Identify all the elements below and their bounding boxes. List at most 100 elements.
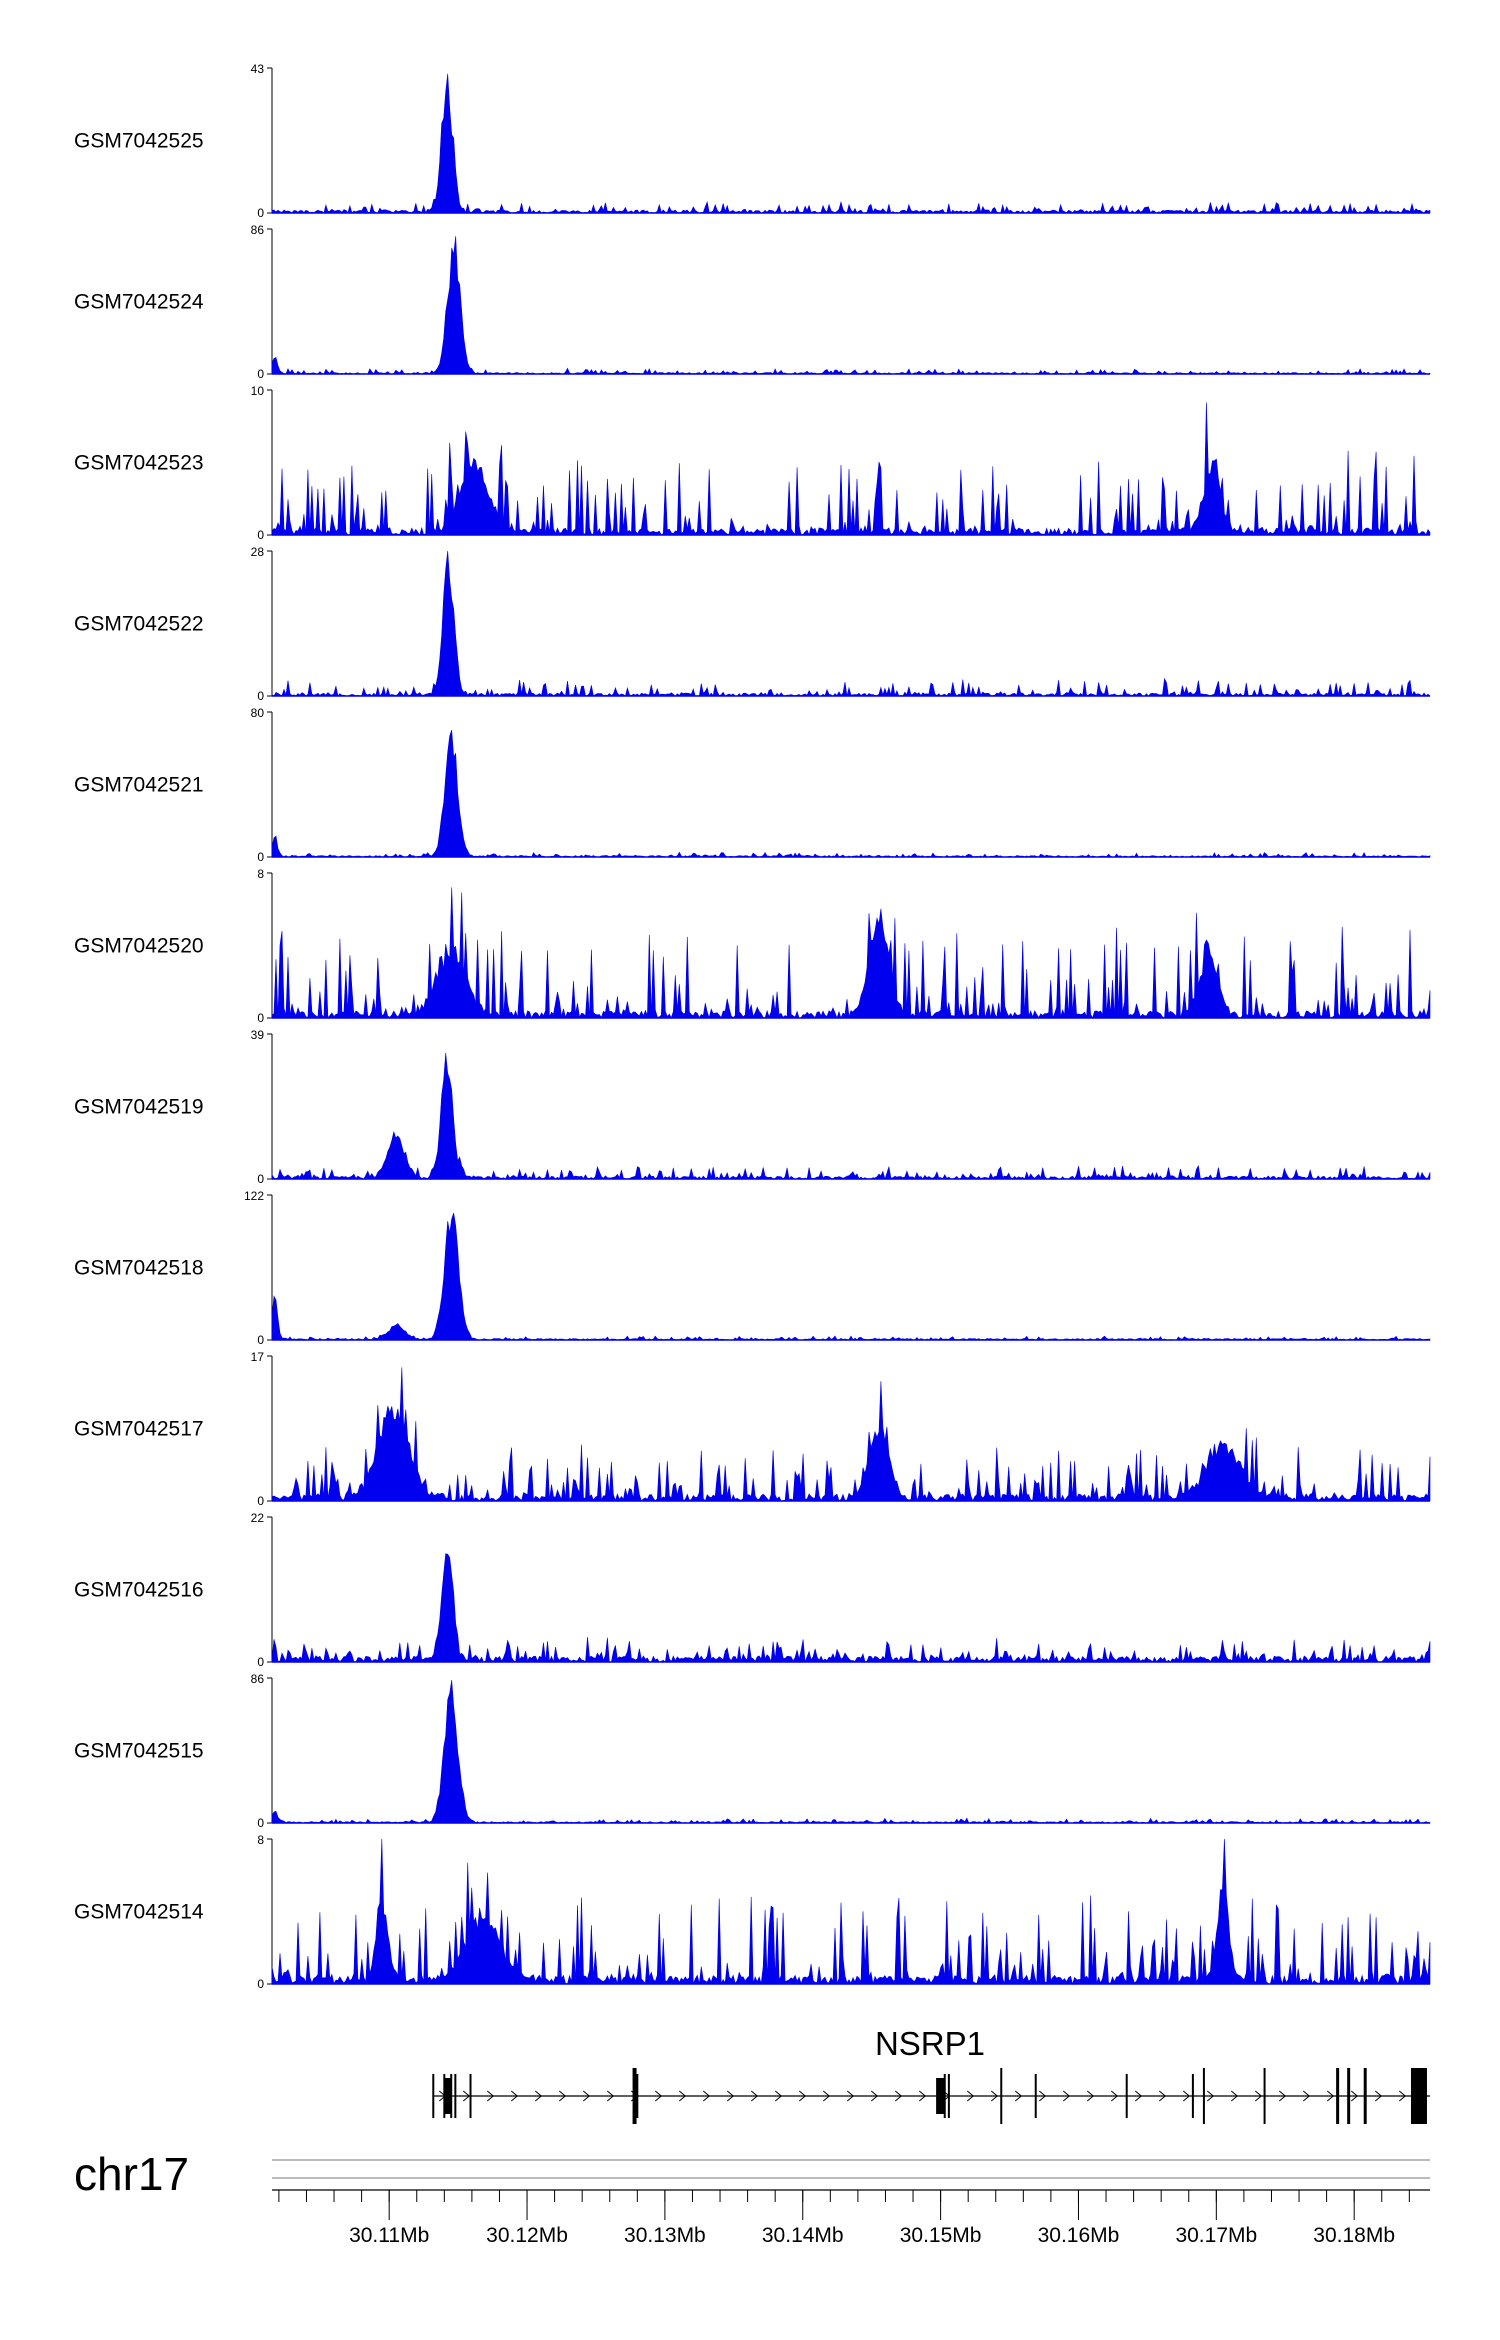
gene-track: NSRP1: [432, 2025, 1430, 2124]
track-GSM7042524: GSM7042524 86 0: [74, 223, 1431, 381]
exon: [432, 2074, 435, 2118]
coverage-area: [271, 1680, 1431, 1824]
exon: [1034, 2074, 1037, 2118]
coverage-area: [271, 729, 1431, 858]
strand-chevron: [1302, 2090, 1311, 2102]
track-GSM7042517: GSM7042517 17 0: [74, 1350, 1431, 1508]
x-tick-label: 30.13Mb: [624, 2224, 706, 2247]
x-tick-label: 30.11Mb: [349, 2224, 429, 2247]
strand-chevron: [1038, 2090, 1047, 2102]
strand-chevron: [1278, 2090, 1287, 2102]
strand-chevron: [894, 2090, 903, 2102]
y-tick-label-max: 86: [251, 1672, 265, 1686]
coverage-area: [271, 887, 1431, 1019]
strand-chevron: [702, 2090, 711, 2102]
coverage-area: [271, 402, 1431, 536]
y-tick-label-max: 43: [251, 62, 265, 76]
coverage-area: [271, 1838, 1431, 1986]
track-label: GSM7042525: [74, 130, 204, 153]
strand-chevron: [654, 2090, 663, 2102]
track-label: GSM7042520: [74, 935, 204, 958]
y-tick-label-max: 28: [251, 545, 265, 559]
track-GSM7042519: GSM7042519 39 0: [74, 1028, 1431, 1186]
y-tick-label-min: 0: [257, 1494, 264, 1508]
track-label: GSM7042517: [74, 1418, 204, 1441]
track-GSM7042521: GSM7042521 80 0: [74, 706, 1431, 864]
strand-chevron: [1134, 2090, 1143, 2102]
y-tick-label-max: 122: [244, 1189, 264, 1203]
track-GSM7042515: GSM7042515 86 0: [74, 1672, 1431, 1830]
genome-axis: 30.11Mb 30.12Mb 30.13Mb 30.14Mb 30.15Mb 30.16…: [272, 2189, 1430, 2247]
strand-chevron: [558, 2090, 567, 2102]
y-tick-label-min: 0: [257, 1977, 264, 1991]
strand-chevron: [1398, 2090, 1407, 2102]
y-tick-label-min: 0: [257, 528, 264, 542]
track-label: GSM7042522: [74, 613, 204, 636]
track-label: GSM7042519: [74, 1096, 204, 1119]
strand-chevron: [510, 2090, 519, 2102]
exon: [469, 2074, 472, 2118]
strand-chevron: [822, 2090, 831, 2102]
y-tick-label-max: 22: [251, 1511, 265, 1525]
coverage-area: [271, 1553, 1431, 1664]
strand-chevron: [774, 2090, 783, 2102]
chromosome-ideogram: chr17: [74, 2148, 1430, 2200]
x-tick-label: 30.18Mb: [1313, 2224, 1395, 2247]
y-tick-label-min: 0: [257, 1655, 264, 1669]
exon: [1410, 2068, 1427, 2124]
exon: [1000, 2068, 1003, 2124]
y-tick-label-max: 39: [251, 1028, 265, 1042]
track-GSM7042525: GSM7042525 43 0: [74, 62, 1431, 220]
exon: [632, 2068, 637, 2124]
strand-chevron: [1158, 2090, 1167, 2102]
track-label: GSM7042523: [74, 452, 204, 475]
track-label: GSM7042515: [74, 1740, 204, 1763]
exon: [636, 2074, 639, 2118]
coverage-area: [271, 1367, 1431, 1502]
y-tick-label-max: 17: [251, 1350, 265, 1364]
strand-chevron: [462, 2090, 471, 2102]
strand-chevron: [1230, 2090, 1239, 2102]
strand-chevron: [870, 2090, 879, 2102]
track-GSM7042522: GSM7042522 28 0: [74, 545, 1431, 703]
y-tick-label-min: 0: [257, 850, 264, 864]
coverage-area: [271, 550, 1431, 697]
track-label: GSM7042514: [74, 1901, 204, 1924]
strand-chevron: [606, 2090, 615, 2102]
exon: [1347, 2068, 1351, 2124]
exon: [1125, 2074, 1128, 2118]
strand-chevron: [582, 2090, 591, 2102]
strand-chevron: [1206, 2090, 1215, 2102]
y-tick-label-max: 8: [257, 867, 264, 881]
coverage-area: [271, 1212, 1431, 1341]
strand-chevron: [1374, 2090, 1383, 2102]
coverage-area: [271, 1052, 1431, 1181]
y-tick-label-max: 8: [257, 1833, 264, 1847]
y-tick-label-min: 0: [257, 1816, 264, 1830]
exon: [943, 2074, 946, 2118]
exon: [1363, 2068, 1367, 2124]
exon: [1263, 2068, 1266, 2124]
track-GSM7042520: GSM7042520 8 0: [74, 867, 1431, 1025]
exon: [443, 2078, 451, 2114]
strand-chevron: [678, 2090, 687, 2102]
track-GSM7042523: GSM7042523 10 0: [74, 384, 1431, 542]
exon: [454, 2074, 457, 2118]
coverage-area: [271, 236, 1431, 375]
gene-name: NSRP1: [875, 2025, 985, 2062]
y-tick-label-max: 10: [251, 384, 265, 398]
exon: [1202, 2068, 1205, 2124]
y-tick-label-max: 80: [251, 706, 265, 720]
strand-chevron: [1326, 2090, 1335, 2102]
y-tick-label-min: 0: [257, 689, 264, 703]
exon: [1191, 2074, 1194, 2118]
y-tick-label-min: 0: [257, 1011, 264, 1025]
strand-chevron: [1014, 2090, 1023, 2102]
strand-chevron: [798, 2090, 807, 2102]
y-tick-label-min: 0: [257, 367, 264, 381]
strand-chevron: [726, 2090, 735, 2102]
strand-chevron: [534, 2090, 543, 2102]
exon: [936, 2078, 946, 2114]
strand-chevron: [1110, 2090, 1119, 2102]
